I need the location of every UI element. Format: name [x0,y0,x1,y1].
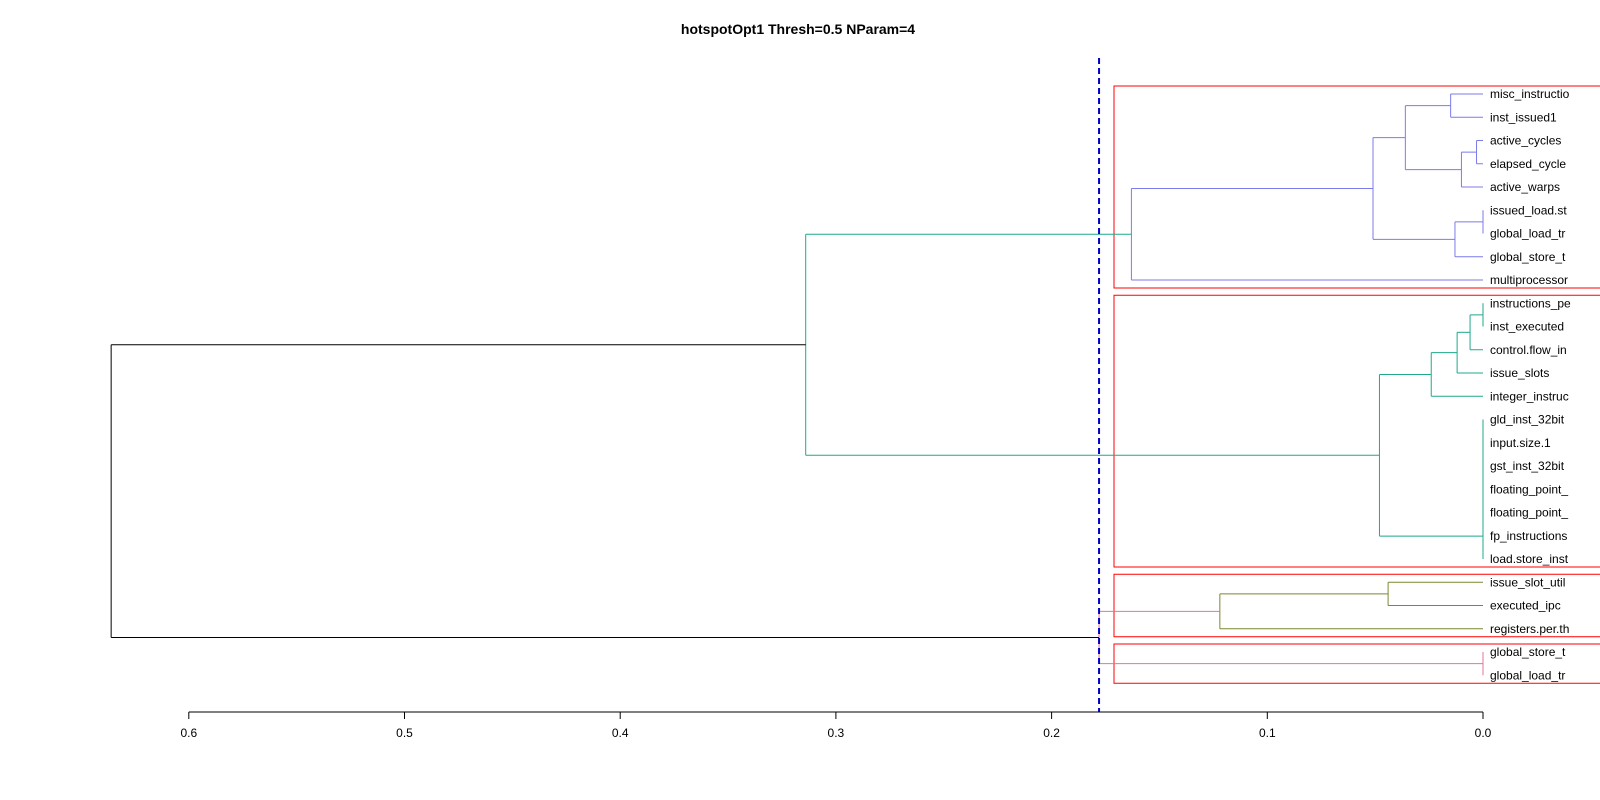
leaf-label: fp_instructions [1490,529,1567,543]
chart-title: hotspotOpt1 Thresh=0.5 NParam=4 [681,21,915,37]
merge-branch [1469,314,1483,351]
leaf-label: misc_instructio [1490,87,1570,101]
leaf-label: control.flow_in [1490,343,1567,357]
leaf-label: load.store_inst [1490,552,1569,566]
leaf-label: gst_inst_32bit [1490,459,1565,473]
leaf-label: global_store_t [1490,250,1566,264]
leaf-label: registers.per.th [1490,622,1569,636]
tree-branches [110,93,1484,676]
cluster-box [1113,573,1600,638]
leaf-label: inst_issued1 [1490,110,1557,124]
merge-branch [1378,373,1483,537]
leaf-label: instructions_pe [1490,296,1571,310]
merge-branch [1372,137,1455,240]
x-axis: 0.6 0.5 0.4 0.3 0.2 0.1 0.0 [180,711,1492,740]
merge-branch [1387,581,1483,606]
leaf-label: global_load_tr [1490,668,1565,682]
leaf-label: input.size.1 [1490,436,1551,450]
merge-branch [1219,593,1483,630]
leaf-label: active_cycles [1490,134,1561,148]
x-tick-label: 0.4 [612,726,629,740]
leaf-label: issue_slots [1490,366,1549,380]
cluster-box [1113,85,1600,289]
leaf-label: issue_slot_util [1490,575,1565,589]
merge-branch [1404,105,1462,171]
cluster-box [1113,294,1600,568]
leaf-label: elapsed_cycle [1490,157,1566,171]
merge-branch [1476,140,1483,165]
leaf-label: multiprocessor [1490,273,1568,287]
x-tick-label: 0.2 [1043,726,1060,740]
leaf-label: inst_executed [1490,320,1564,334]
leaf-label: active_warps [1490,180,1560,194]
leaf-label: gld_inst_32bit [1490,413,1565,427]
leaf-label: global_store_t [1490,645,1566,659]
leaf-label: floating_point_ [1490,482,1568,496]
x-tick-label: 0.6 [180,726,197,740]
x-tick-label: 0.0 [1475,726,1492,740]
leaf-label: executed_ipc [1490,599,1561,613]
merge-branch [1450,93,1483,118]
merge-branch [1098,610,1483,665]
leaf-label: global_load_tr [1490,227,1565,241]
leaf-labels: misc_instructio inst_issued1 active_cycles… [1490,87,1571,682]
x-tick-label: 0.5 [396,726,413,740]
merge-branch [1454,221,1483,258]
leaf-label: floating_point_ [1490,506,1568,520]
x-tick-label: 0.3 [828,726,845,740]
leaf-label: integer_instruc [1490,389,1569,403]
merge-branch [1460,151,1483,188]
merge-branch [110,344,1100,638]
merge-branch [805,233,1380,456]
leaf-label: issued_load.st [1490,203,1567,217]
merge-branch [1130,187,1483,281]
x-tick-label: 0.1 [1259,726,1276,740]
